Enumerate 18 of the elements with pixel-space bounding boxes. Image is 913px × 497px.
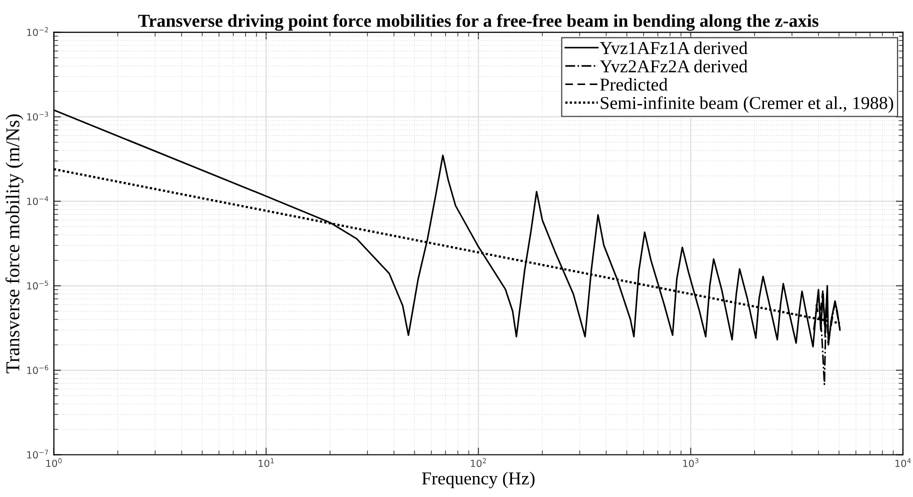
x-tick-label: 10$^{0}$ — [46, 458, 62, 468]
y-tick-label: 10$^{−5}$ — [27, 280, 48, 290]
y-tick-label: 10$^{−3}$ — [27, 112, 48, 121]
x-tick-label: 10$^{2}$ — [470, 458, 486, 468]
legend-label: Yvz1AFz1A derived — [600, 41, 748, 54]
legend-label: Semi-infinite beam (Cremer et al., 1988) — [600, 96, 894, 113]
y-tick-label: 10$^{−2}$ — [27, 27, 48, 36]
chart-title: Transverse driving point force mobilities for a free-free beam in bending along the z-axis — [138, 14, 818, 31]
x-axis-title: Frequency (Hz) — [422, 472, 535, 488]
y-tick-label: 10$^{−4}$ — [27, 196, 48, 206]
x-tick-label: 10$^{3}$ — [683, 458, 698, 468]
y-tick-label: 10$^{−7}$ — [27, 450, 48, 459]
legend-label: Predicted — [600, 78, 668, 91]
y-axis-title: Transverse force mobility (m/Ns) — [5, 114, 24, 374]
x-tick-label: 10$^{4}$ — [895, 458, 911, 468]
x-tick-label: 10$^{1}$ — [258, 458, 274, 468]
legend-label: Yvz2AFz2A derived — [600, 60, 748, 72]
y-tick-label: 10$^{−6}$ — [27, 365, 48, 374]
